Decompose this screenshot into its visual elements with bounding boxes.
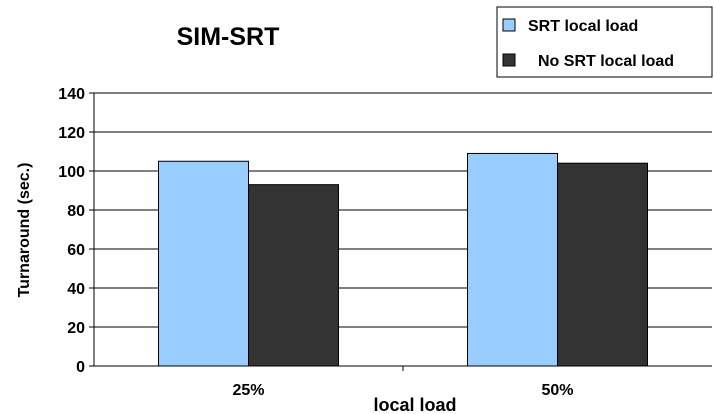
y-axis-label: Turnaround (sec.) [16, 163, 33, 298]
chart-title: SIM-SRT [177, 23, 280, 51]
bar-no-srt-1 [248, 184, 339, 367]
legend-swatch-no-srt [502, 53, 516, 67]
legend-label-srt: SRT local load [528, 18, 638, 35]
axes [89, 92, 712, 371]
y-tick-label: 60 [67, 242, 85, 259]
y-tick-label: 120 [58, 125, 85, 142]
y-tick-label: 40 [67, 281, 85, 298]
legend-swatch-srt [502, 18, 516, 32]
y-tick-label: 0 [76, 359, 85, 376]
legend: SRT local load No SRT local load [496, 6, 713, 78]
y-tick-label: 100 [58, 164, 85, 181]
y-tick-label: 80 [67, 203, 85, 220]
bar-srt-1 [158, 160, 249, 367]
x-tick-labels: 25% 50% [232, 382, 573, 399]
bars [158, 152, 648, 367]
bar-no-srt-2 [557, 162, 648, 367]
y-tick-labels: 0 20 40 60 80 100 120 140 [58, 86, 85, 376]
x-tick-label: 25% [232, 382, 264, 399]
x-axis-label: local load [373, 395, 456, 414]
bar-srt-2 [467, 152, 558, 367]
legend-label-no-srt: No SRT local load [538, 53, 674, 70]
y-tick-label: 140 [58, 86, 85, 103]
x-tick-label: 50% [541, 382, 573, 399]
y-tick-label: 20 [67, 320, 85, 337]
legend-box [496, 6, 713, 78]
